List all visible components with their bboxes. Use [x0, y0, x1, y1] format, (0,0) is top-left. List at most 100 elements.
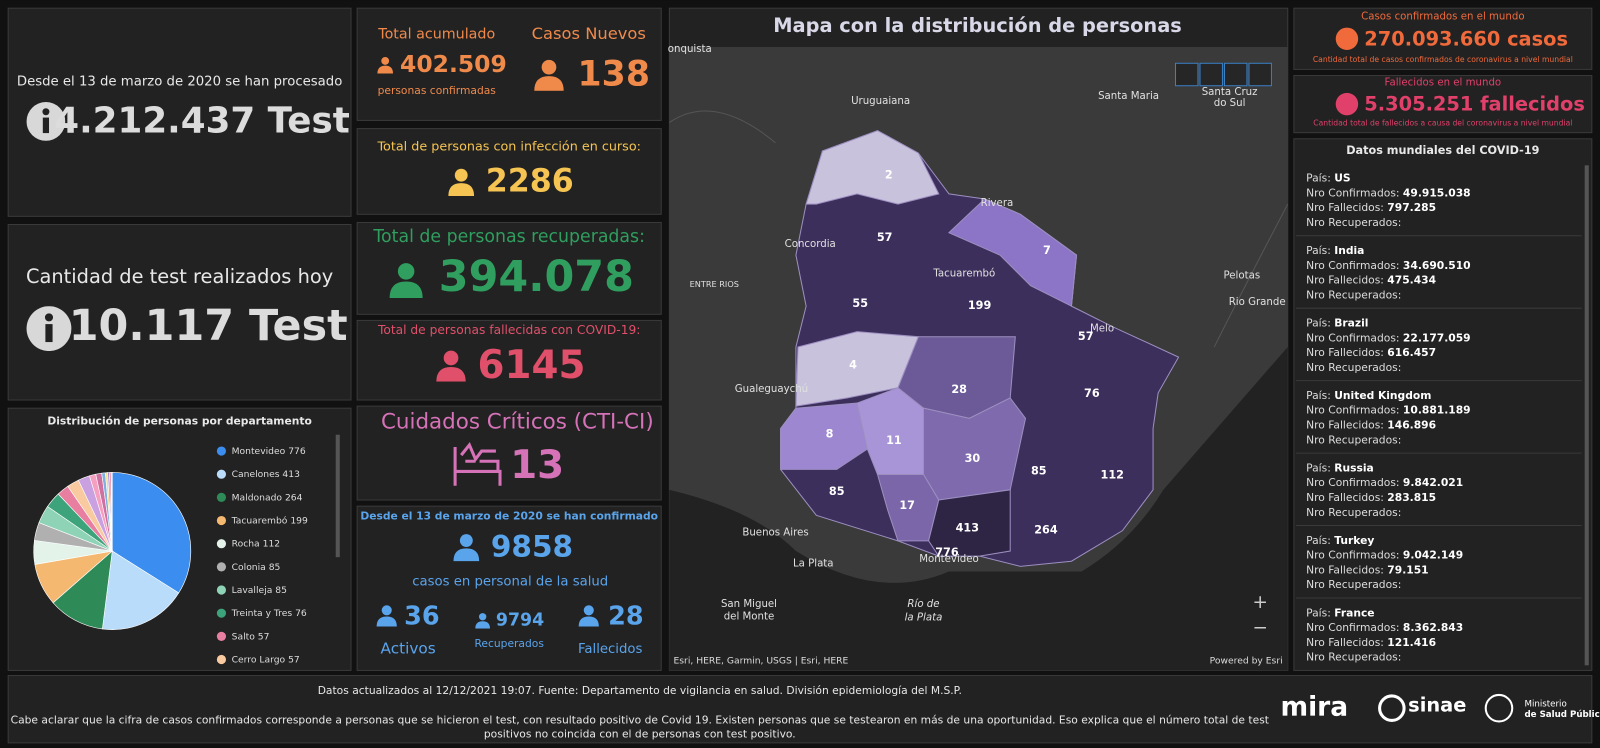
- field-value: Russia: [1334, 461, 1373, 474]
- legend-name: Treinta y Tres: [231, 608, 293, 619]
- legend-value: 57: [288, 654, 300, 665]
- legend-swatch: [216, 515, 227, 526]
- country-line: Nro Fallecidos: 79.151: [1306, 563, 1428, 576]
- place-label: Gualeguaychú: [735, 383, 808, 395]
- region-labels: 2 57 7 55 199 57 4 28 76 8 11 30 85 112 85 17 413 264 776: [826, 169, 1124, 560]
- pie-slice: [101, 550, 180, 630]
- place-label: onquista: [668, 44, 712, 55]
- legend-button[interactable]: [1199, 62, 1223, 87]
- legend-label: Treinta y Tres 76: [231, 608, 307, 619]
- pie: [33, 472, 192, 630]
- country-line: Nro Recuperados:: [1306, 433, 1401, 446]
- logo: de Salud Pública: [1524, 710, 1600, 720]
- value: 13: [510, 443, 564, 488]
- map-toolbar: [1175, 62, 1272, 87]
- legend-swatch: [216, 608, 227, 618]
- country-line: Nro Recuperados:: [1306, 216, 1401, 229]
- field-label: Nro Confirmados:: [1306, 404, 1399, 417]
- region-label: 57: [877, 231, 893, 244]
- place-label: Concordia: [785, 239, 836, 250]
- value: 270.093.660 casos: [1364, 27, 1568, 50]
- info-icon: [26, 306, 72, 352]
- panel: [356, 128, 662, 215]
- attribution: Esri, HERE, Garmin, USGS | Esri, HERE: [673, 656, 848, 667]
- subtitle: casos en personal de la salud: [412, 575, 608, 590]
- field-value: 79.151: [1387, 563, 1428, 576]
- info-icon: [1335, 92, 1359, 116]
- legend-name: Salto: [232, 631, 256, 642]
- field-value: 283.815: [1387, 491, 1436, 504]
- region-label: 76: [1084, 387, 1100, 400]
- place-label: Río de: [907, 598, 939, 610]
- bed-icon: [453, 441, 502, 486]
- info-icon: [1335, 27, 1359, 51]
- region-label: 413: [956, 522, 979, 535]
- basemap-button[interactable]: [1248, 62, 1272, 87]
- field-label: Nro Confirmados:: [1306, 331, 1399, 344]
- legend-value: 199: [290, 515, 308, 526]
- place-label: San Miguel: [721, 599, 777, 610]
- region-label: 7: [1043, 244, 1051, 257]
- field-value: 121.416: [1387, 636, 1436, 649]
- panel: [1293, 138, 1593, 671]
- field-value: United Kingdom: [1334, 389, 1431, 402]
- region-label: 57: [1078, 330, 1094, 343]
- legend-name: Montevideo: [232, 446, 286, 457]
- place-label: La Plata: [793, 558, 834, 569]
- label: Total acumulado: [377, 27, 495, 43]
- value: 36: [404, 601, 440, 631]
- legend-swatch: [216, 446, 227, 456]
- field-label: Nro Recuperados:: [1306, 651, 1401, 664]
- scrollbar[interactable]: [335, 434, 340, 558]
- field-label: Nro Confirmados:: [1306, 549, 1399, 562]
- country-line: Nro Confirmados: 9.042.149: [1306, 549, 1463, 562]
- place-label: Rio Grande: [1229, 297, 1286, 308]
- field-label: Nro Confirmados:: [1306, 621, 1399, 634]
- field-label: Nro Fallecidos:: [1306, 491, 1384, 504]
- region-label: 28: [951, 383, 967, 396]
- field-value: Turkey: [1334, 534, 1374, 547]
- country-line: Nro Confirmados: 22.177.059: [1306, 331, 1471, 344]
- zoom-out[interactable]: −: [1253, 618, 1268, 639]
- value: 2286: [486, 164, 574, 200]
- country-line: Nro Recuperados:: [1306, 578, 1401, 591]
- value: 4.212.437 Test: [54, 100, 350, 141]
- country-line: Nro Confirmados: 10.881.189: [1306, 404, 1471, 417]
- country-line: País: Brazil: [1306, 316, 1368, 329]
- region-label: 85: [829, 485, 845, 498]
- country-line: Nro Recuperados:: [1306, 506, 1401, 519]
- map-title: Mapa con la distribución de personas: [773, 14, 1182, 37]
- home-button[interactable]: [1175, 62, 1199, 87]
- value: 6145: [478, 343, 586, 388]
- country-line: País: US: [1306, 172, 1351, 185]
- scrollbar[interactable]: [1584, 165, 1589, 666]
- label: Total de personas con infección en curso…: [376, 139, 640, 154]
- caption: Cantidad total de fallecidos a causa del…: [1313, 118, 1572, 127]
- zoom-in[interactable]: +: [1253, 592, 1268, 613]
- label: Casos Nuevos: [532, 24, 646, 43]
- place-label: la Plata: [905, 612, 943, 623]
- logo: sinae: [1408, 694, 1466, 717]
- list-title: Datos mundiales del COVID-19: [1346, 144, 1539, 157]
- label: Recuperados: [474, 637, 544, 650]
- layers-button[interactable]: [1223, 62, 1248, 87]
- field-label: Nro Recuperados:: [1306, 433, 1401, 446]
- field-label: Nro Confirmados:: [1306, 186, 1399, 199]
- place-label: Melo: [1090, 324, 1114, 335]
- field-value: 146.896: [1387, 419, 1436, 432]
- panel: [356, 405, 662, 501]
- legend-swatch: [216, 654, 227, 665]
- field-value: 475.434: [1387, 274, 1436, 287]
- legend-label: Montevideo 776: [232, 446, 306, 457]
- chart-title: Distribución de personas por departament…: [47, 414, 311, 427]
- field-label: Nro Fallecidos:: [1306, 274, 1384, 287]
- place-label: Santa Cruz: [1202, 87, 1258, 98]
- legend-name: Cerro Largo: [232, 654, 286, 665]
- country-line: País: India: [1306, 244, 1364, 257]
- legend-swatch: [216, 469, 227, 479]
- logo-icon: [1484, 693, 1514, 723]
- field-label: País:: [1306, 316, 1331, 329]
- field-value: India: [1334, 244, 1364, 257]
- region-label: 85: [1031, 464, 1047, 477]
